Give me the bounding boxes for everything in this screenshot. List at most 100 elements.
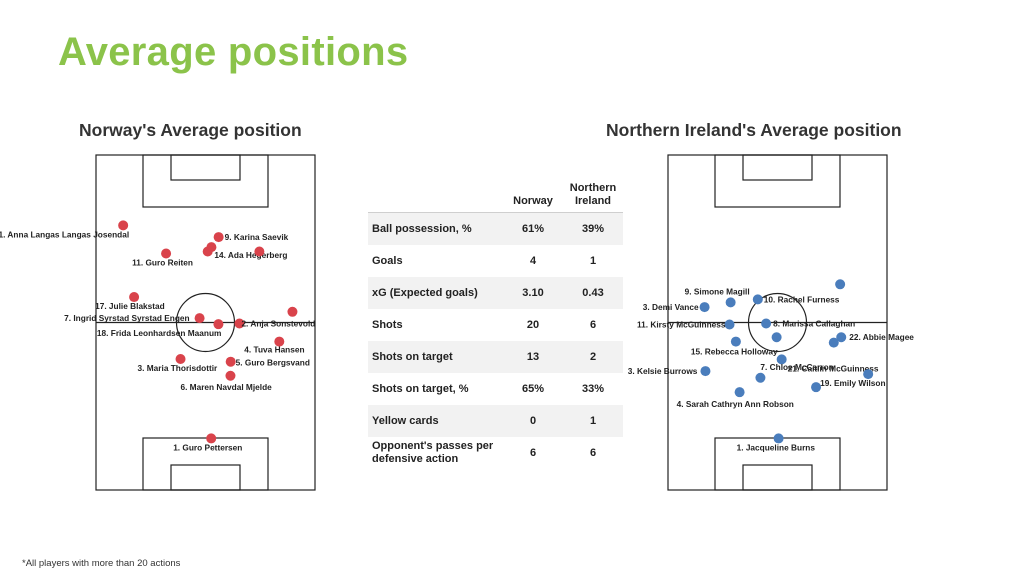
stats-cell-label: Shots xyxy=(368,309,503,341)
northern-ireland-player-marker xyxy=(811,382,822,393)
northern-ireland-player-label: 15. Rebecca Holloway xyxy=(691,347,778,357)
norway-player-label: 14. Ada Hegerberg xyxy=(214,250,287,260)
stats-cell-ni: 1 xyxy=(563,405,623,437)
stats-cell-label: Shots on target, % xyxy=(368,373,503,405)
stats-cell-norway: 4 xyxy=(503,245,563,277)
stats-row: Shots on target 13 2 xyxy=(368,341,623,373)
norway-player-marker xyxy=(254,246,265,257)
stats-cell-ni: 6 xyxy=(563,309,623,341)
norway-player-marker xyxy=(161,248,172,259)
northern-ireland-player-marker xyxy=(776,354,787,365)
northern-ireland-player-label: 10. Rachel Furness xyxy=(764,294,840,304)
norway-player-marker xyxy=(206,433,217,444)
stats-cell-ni: 2 xyxy=(563,341,623,373)
stats-cell-norway: 6 xyxy=(503,437,563,469)
norway-player-marker xyxy=(129,292,140,303)
stats-header-row: Norway Northern Ireland xyxy=(368,178,623,213)
northern-ireland-player-label: 11. Kirsty McGuinness xyxy=(637,320,726,330)
stats-cell-norway: 65% xyxy=(503,373,563,405)
stats-row: Opponent's passes per defensive action 6 6 xyxy=(368,437,623,469)
norway-player-label: 21. Anna Langas Langas Josendal xyxy=(0,229,129,239)
northern-ireland-player-marker xyxy=(755,372,766,383)
stats-cell-ni: 39% xyxy=(563,212,623,245)
stats-cell-norway: 3.10 xyxy=(503,277,563,309)
northern-ireland-player-marker xyxy=(730,336,741,347)
norway-top-goal-box xyxy=(170,154,241,181)
northern-ireland-pitch-chart: 9. Simone Magill 10. Rachel Furness 3. Dem… xyxy=(628,154,914,491)
stats-cell-ni: 1 xyxy=(563,245,623,277)
norway-player-label: 5. Guro Bergsvand xyxy=(236,358,310,368)
norway-pitch-chart: 21. Anna Langas Langas Josendal 9. Karina… xyxy=(0,154,316,491)
norway-chart-title: Norway's Average position xyxy=(79,120,302,140)
norway-centre-circle xyxy=(175,292,236,353)
stats-row: Ball possession, % 61% 39% xyxy=(368,212,623,245)
northern-ireland-bottom-goal-box xyxy=(742,464,813,491)
norway-player-label: 7. Ingrid Syrstad Syrstad Engen xyxy=(64,313,189,323)
norway-player-label: 6. Maren Navdal Mjelde xyxy=(180,382,272,392)
norway-player-marker xyxy=(225,356,236,367)
norway-player-label: 9. Karina Saevik xyxy=(225,232,289,242)
northern-ireland-player-marker xyxy=(828,337,839,348)
norway-player-label: 3. Maria Thorisdottir xyxy=(138,363,219,373)
northern-ireland-player-marker xyxy=(752,294,763,305)
northern-ireland-player-marker xyxy=(700,366,711,377)
stats-cell-label: Ball possession, % xyxy=(368,212,503,245)
norway-player-label: 4. Tuva Hansen xyxy=(244,345,304,355)
northern-ireland-player-label: 9. Simone Magill xyxy=(685,286,750,296)
norway-player-label: 2. Anja Sonstevold xyxy=(241,319,315,329)
northern-ireland-player-label: 3. Kelsie Burrows xyxy=(628,366,698,376)
northern-ireland-player-label: 7. Chloe McCarron xyxy=(760,362,833,372)
northern-ireland-player-marker xyxy=(734,387,745,398)
stats-header-northern-ireland: Northern Ireland xyxy=(563,178,623,213)
stats-cell-label: Yellow cards xyxy=(368,405,503,437)
northern-ireland-player-marker xyxy=(771,332,782,343)
northern-ireland-player-marker xyxy=(773,433,784,444)
norway-player-label: 11. Guro Reiten xyxy=(132,257,193,267)
stats-cell-label: Shots on target xyxy=(368,341,503,373)
northern-ireland-player-marker xyxy=(724,319,735,330)
northern-ireland-player-marker xyxy=(836,332,847,343)
stats-cell-norway: 13 xyxy=(503,341,563,373)
northern-ireland-player-marker xyxy=(725,297,736,308)
northern-ireland-player-marker xyxy=(863,369,874,380)
stats-header-norway: Norway xyxy=(503,178,563,213)
northern-ireland-player-label: 8. Marissa Callaghan xyxy=(773,319,855,329)
northern-ireland-player-label: 3. Demi Vance xyxy=(643,302,699,312)
norway-player-marker xyxy=(118,220,129,231)
northern-ireland-player-marker xyxy=(761,318,772,329)
stats-row: Shots on target, % 65% 33% xyxy=(368,373,623,405)
norway-player-marker xyxy=(202,246,213,257)
stats-cell-ni: 6 xyxy=(563,437,623,469)
stats-row: Goals 4 1 xyxy=(368,245,623,277)
stats-cell-norway: 20 xyxy=(503,309,563,341)
stats-cell-ni: 33% xyxy=(563,373,623,405)
stats-cell-norway: 0 xyxy=(503,405,563,437)
northern-ireland-player-marker xyxy=(835,279,846,290)
northern-ireland-chart-title: Northern Ireland's Average position xyxy=(606,120,902,140)
norway-player-marker xyxy=(175,354,186,365)
stats-cell-label: xG (Expected goals) xyxy=(368,277,503,309)
norway-player-marker xyxy=(225,370,236,381)
footnote: *All players with more than 20 actions xyxy=(22,558,181,569)
northern-ireland-player-label: 22. Abbie Magee xyxy=(849,332,914,342)
stats-header-blank xyxy=(368,178,503,213)
northern-ireland-top-goal-box xyxy=(742,154,813,181)
norway-player-label: 1. Guro Pettersen xyxy=(173,442,242,452)
northern-ireland-centre-circle xyxy=(747,292,808,353)
stats-cell-norway: 61% xyxy=(503,212,563,245)
norway-player-label: 17. Julie Blakstad xyxy=(95,301,165,311)
stats-row: Shots 20 6 xyxy=(368,309,623,341)
northern-ireland-player-label: 4. Sarah Cathryn Ann Robson xyxy=(677,399,794,409)
page-title: Average positions xyxy=(58,30,409,74)
norway-player-marker xyxy=(234,318,245,329)
stats-cell-label: Opponent's passes per defensive action xyxy=(368,437,503,469)
stats-cell-ni: 0.43 xyxy=(563,277,623,309)
norway-player-marker xyxy=(213,232,224,243)
norway-player-marker xyxy=(213,319,224,330)
northern-ireland-player-label: 21. Caitlin McGuinness xyxy=(788,363,879,373)
norway-player-label: 18. Frida Leonhardsen Maanum xyxy=(97,328,221,338)
northern-ireland-player-label: 19. Emily Wilson xyxy=(820,378,885,388)
norway-player-marker xyxy=(274,336,285,347)
norway-bottom-goal-box xyxy=(170,464,241,491)
stats-row: xG (Expected goals) 3.10 0.43 xyxy=(368,277,623,309)
